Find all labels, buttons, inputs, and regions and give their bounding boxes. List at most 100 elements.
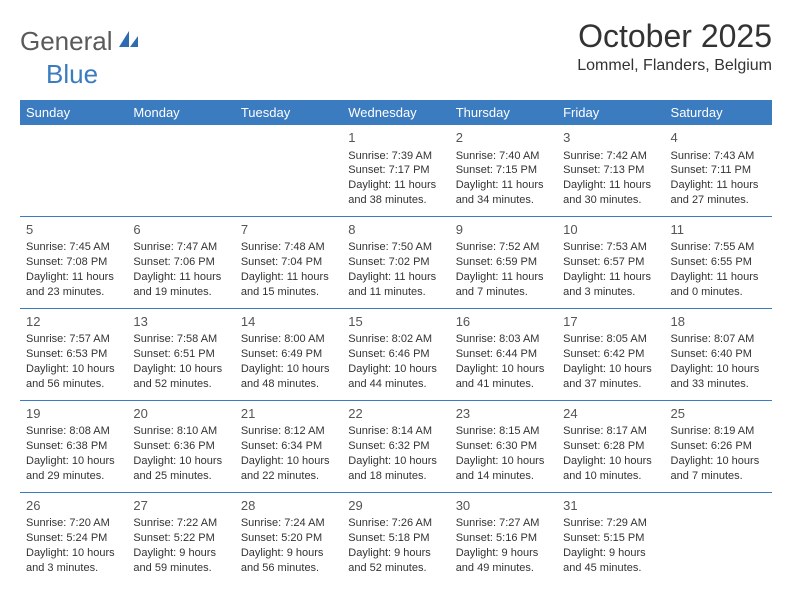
sunset-text: Sunset: 5:24 PM — [26, 531, 121, 546]
month-title: October 2025 — [577, 18, 772, 55]
sunrise-text: Sunrise: 7:50 AM — [348, 240, 443, 255]
calendar-cell: 14Sunrise: 8:00 AMSunset: 6:49 PMDayligh… — [235, 308, 342, 400]
daylight-text: and 18 minutes. — [348, 469, 443, 484]
sunset-text: Sunset: 6:32 PM — [348, 439, 443, 454]
daylight-text: and 56 minutes. — [26, 377, 121, 392]
calendar-row: 1Sunrise: 7:39 AMSunset: 7:17 PMDaylight… — [20, 125, 772, 216]
calendar-cell: 11Sunrise: 7:55 AMSunset: 6:55 PMDayligh… — [665, 216, 772, 308]
daylight-text: Daylight: 9 hours — [133, 546, 228, 561]
daylight-text: Daylight: 10 hours — [348, 362, 443, 377]
title-block: October 2025 Lommel, Flanders, Belgium — [577, 18, 772, 75]
logo-text-1: General — [20, 26, 113, 57]
sunset-text: Sunset: 7:02 PM — [348, 255, 443, 270]
day-number: 18 — [671, 313, 766, 331]
day-number: 13 — [133, 313, 228, 331]
daylight-text: Daylight: 11 hours — [456, 270, 551, 285]
calendar-cell: 4Sunrise: 7:43 AMSunset: 7:11 PMDaylight… — [665, 125, 772, 216]
daylight-text: and 56 minutes. — [241, 561, 336, 576]
daylight-text: and 38 minutes. — [348, 193, 443, 208]
calendar-cell: 2Sunrise: 7:40 AMSunset: 7:15 PMDaylight… — [450, 125, 557, 216]
daylight-text: Daylight: 10 hours — [26, 546, 121, 561]
calendar-cell — [127, 125, 234, 216]
sunrise-text: Sunrise: 8:10 AM — [133, 424, 228, 439]
sunset-text: Sunset: 6:40 PM — [671, 347, 766, 362]
daylight-text: and 7 minutes. — [456, 285, 551, 300]
calendar-cell: 22Sunrise: 8:14 AMSunset: 6:32 PMDayligh… — [342, 400, 449, 492]
sunset-text: Sunset: 6:36 PM — [133, 439, 228, 454]
sunrise-text: Sunrise: 7:58 AM — [133, 332, 228, 347]
daylight-text: and 44 minutes. — [348, 377, 443, 392]
day-number: 21 — [241, 405, 336, 423]
calendar-cell: 24Sunrise: 8:17 AMSunset: 6:28 PMDayligh… — [557, 400, 664, 492]
logo-sail-icon — [117, 29, 139, 54]
daylight-text: and 48 minutes. — [241, 377, 336, 392]
daylight-text: Daylight: 10 hours — [563, 454, 658, 469]
daylight-text: and 37 minutes. — [563, 377, 658, 392]
daylight-text: and 49 minutes. — [456, 561, 551, 576]
calendar-cell: 23Sunrise: 8:15 AMSunset: 6:30 PMDayligh… — [450, 400, 557, 492]
sunset-text: Sunset: 6:42 PM — [563, 347, 658, 362]
daylight-text: and 27 minutes. — [671, 193, 766, 208]
calendar-cell: 20Sunrise: 8:10 AMSunset: 6:36 PMDayligh… — [127, 400, 234, 492]
sunset-text: Sunset: 6:44 PM — [456, 347, 551, 362]
sunset-text: Sunset: 6:55 PM — [671, 255, 766, 270]
sunset-text: Sunset: 5:16 PM — [456, 531, 551, 546]
calendar-cell: 30Sunrise: 7:27 AMSunset: 5:16 PMDayligh… — [450, 492, 557, 583]
sunset-text: Sunset: 5:18 PM — [348, 531, 443, 546]
daylight-text: Daylight: 11 hours — [563, 270, 658, 285]
daylight-text: and 30 minutes. — [563, 193, 658, 208]
daylight-text: and 45 minutes. — [563, 561, 658, 576]
sunrise-text: Sunrise: 8:02 AM — [348, 332, 443, 347]
calendar-cell: 17Sunrise: 8:05 AMSunset: 6:42 PMDayligh… — [557, 308, 664, 400]
sunrise-text: Sunrise: 7:55 AM — [671, 240, 766, 255]
calendar-cell: 13Sunrise: 7:58 AMSunset: 6:51 PMDayligh… — [127, 308, 234, 400]
sunset-text: Sunset: 5:22 PM — [133, 531, 228, 546]
sunrise-text: Sunrise: 7:24 AM — [241, 516, 336, 531]
day-number: 31 — [563, 497, 658, 515]
sunrise-text: Sunrise: 8:15 AM — [456, 424, 551, 439]
weekday-header: Tuesday — [235, 100, 342, 125]
logo: General — [20, 26, 141, 57]
daylight-text: Daylight: 10 hours — [456, 362, 551, 377]
sunrise-text: Sunrise: 8:19 AM — [671, 424, 766, 439]
daylight-text: and 3 minutes. — [563, 285, 658, 300]
daylight-text: Daylight: 10 hours — [671, 362, 766, 377]
sunset-text: Sunset: 7:11 PM — [671, 163, 766, 178]
day-number: 7 — [241, 221, 336, 239]
calendar-cell: 25Sunrise: 8:19 AMSunset: 6:26 PMDayligh… — [665, 400, 772, 492]
sunset-text: Sunset: 7:13 PM — [563, 163, 658, 178]
day-number: 23 — [456, 405, 551, 423]
day-number: 1 — [348, 129, 443, 147]
calendar-cell: 19Sunrise: 8:08 AMSunset: 6:38 PMDayligh… — [20, 400, 127, 492]
sunset-text: Sunset: 7:17 PM — [348, 163, 443, 178]
daylight-text: and 14 minutes. — [456, 469, 551, 484]
calendar-cell: 26Sunrise: 7:20 AMSunset: 5:24 PMDayligh… — [20, 492, 127, 583]
calendar-row: 26Sunrise: 7:20 AMSunset: 5:24 PMDayligh… — [20, 492, 772, 583]
daylight-text: Daylight: 10 hours — [563, 362, 658, 377]
day-number: 20 — [133, 405, 228, 423]
calendar-cell: 15Sunrise: 8:02 AMSunset: 6:46 PMDayligh… — [342, 308, 449, 400]
sunset-text: Sunset: 6:26 PM — [671, 439, 766, 454]
daylight-text: and 11 minutes. — [348, 285, 443, 300]
daylight-text: Daylight: 11 hours — [563, 178, 658, 193]
calendar-cell — [665, 492, 772, 583]
sunrise-text: Sunrise: 7:43 AM — [671, 149, 766, 164]
daylight-text: Daylight: 9 hours — [241, 546, 336, 561]
daylight-text: and 22 minutes. — [241, 469, 336, 484]
day-number: 6 — [133, 221, 228, 239]
sunset-text: Sunset: 5:15 PM — [563, 531, 658, 546]
day-number: 27 — [133, 497, 228, 515]
sunset-text: Sunset: 6:38 PM — [26, 439, 121, 454]
sunrise-text: Sunrise: 7:47 AM — [133, 240, 228, 255]
calendar-cell: 31Sunrise: 7:29 AMSunset: 5:15 PMDayligh… — [557, 492, 664, 583]
sunrise-text: Sunrise: 8:08 AM — [26, 424, 121, 439]
day-number: 26 — [26, 497, 121, 515]
calendar-cell: 10Sunrise: 7:53 AMSunset: 6:57 PMDayligh… — [557, 216, 664, 308]
sunrise-text: Sunrise: 8:14 AM — [348, 424, 443, 439]
daylight-text: Daylight: 9 hours — [563, 546, 658, 561]
day-number: 19 — [26, 405, 121, 423]
daylight-text: Daylight: 9 hours — [348, 546, 443, 561]
calendar-cell: 21Sunrise: 8:12 AMSunset: 6:34 PMDayligh… — [235, 400, 342, 492]
sunset-text: Sunset: 7:08 PM — [26, 255, 121, 270]
daylight-text: Daylight: 10 hours — [241, 362, 336, 377]
